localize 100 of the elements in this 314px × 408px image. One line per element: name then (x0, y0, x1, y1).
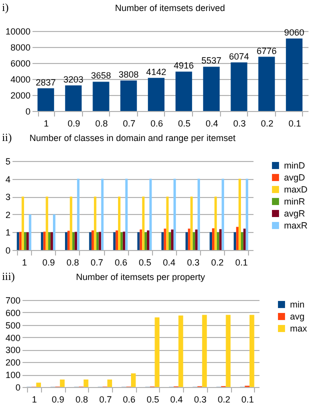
bar (195, 230, 198, 250)
bar (38, 88, 54, 111)
bar (216, 232, 220, 250)
bar (173, 178, 176, 250)
y-tick-label: 2 (5, 210, 10, 220)
x-tick-label: 0.8 (75, 394, 88, 404)
bar (188, 228, 190, 250)
legend-label: avg (290, 312, 305, 322)
data-label: 6074 (228, 51, 250, 62)
bar (113, 232, 116, 250)
y-tick-label: 0 (15, 382, 20, 392)
bar (101, 178, 104, 250)
bar (236, 226, 239, 250)
data-label: 4916 (174, 60, 194, 71)
x-tick-label: 0.7 (99, 394, 112, 404)
bar (52, 214, 56, 250)
y-tick-label: 4 (5, 174, 10, 184)
bar (154, 317, 160, 387)
bar (178, 316, 184, 387)
y-tick-label: 600 (5, 308, 20, 318)
y-tick-label: 100 (5, 370, 20, 380)
x-tick-label: 1 (32, 394, 37, 404)
bar (77, 178, 80, 250)
x-tick-label: 0.6 (122, 394, 136, 404)
x-tick-label: 0.4 (162, 258, 176, 268)
x-tick-label: 0.2 (218, 394, 230, 404)
bar (65, 85, 82, 111)
y-tick-label: 6000 (10, 58, 30, 68)
legend-label: maxD (284, 184, 308, 194)
text: iii) (2, 271, 15, 284)
bar (92, 82, 110, 111)
bar (26, 232, 29, 250)
y-tick-label: 200 (5, 358, 20, 368)
y-tick-label: 400 (5, 332, 20, 343)
x-tick-label: 0.5 (138, 258, 152, 268)
chart-title: Number of itemsets per property (76, 272, 206, 282)
bar (203, 66, 220, 111)
bar (148, 78, 164, 111)
bar (70, 196, 72, 250)
x-tick-label: 0.4 (206, 118, 218, 128)
bar (36, 382, 41, 387)
bar (258, 56, 275, 111)
y-tick-label: 300 (5, 345, 20, 356)
y-tick-label: 700 (5, 296, 20, 306)
bar (96, 232, 99, 250)
bar (94, 196, 96, 250)
bar (19, 232, 22, 250)
bar (146, 230, 150, 250)
bar (74, 232, 78, 250)
x-tick-label: 0.5 (178, 118, 191, 128)
data-label: 3203 (63, 74, 84, 84)
data-label: 5537 (201, 56, 222, 66)
bar (186, 232, 188, 250)
bar (118, 196, 120, 250)
bar (67, 230, 70, 250)
bar (222, 178, 224, 250)
bar (238, 178, 241, 250)
chart-title: Number of itemsets derived (114, 3, 226, 13)
x-tick-label: 0.9 (68, 118, 80, 128)
x-tick-label: 0.9 (42, 258, 55, 268)
bar (168, 232, 172, 250)
x-tick-label: 0.9 (52, 394, 64, 404)
bar (107, 380, 112, 387)
legend-label: avgD (284, 172, 306, 182)
bar (210, 232, 212, 250)
bar (142, 196, 145, 250)
bar (24, 232, 26, 250)
bar (226, 314, 231, 387)
bar (122, 232, 126, 250)
bar (40, 232, 44, 250)
y-tick-label: 1 (5, 228, 10, 238)
legend-label: min (290, 300, 305, 310)
bar (60, 380, 65, 387)
bar (286, 38, 302, 111)
x-tick-label: 1 (44, 118, 49, 128)
x-tick-label: 0.3 (194, 394, 207, 404)
data-label: 3658 (90, 70, 112, 81)
y-tick-label: 0 (5, 246, 10, 256)
x-tick-label: 0.5 (146, 394, 160, 404)
legend-label: avgR (284, 208, 306, 218)
x-tick-label: 0.3 (233, 118, 246, 128)
bar (243, 228, 246, 250)
y-tick-label: 5 (5, 156, 10, 166)
bar (240, 232, 244, 250)
bar (92, 230, 94, 250)
data-label: 2837 (36, 77, 56, 88)
x-tick-label: 0.1 (241, 394, 254, 404)
text: i) (2, 2, 9, 15)
legend-label: minD (284, 160, 306, 170)
data-label: 3808 (118, 70, 139, 80)
y-tick-label: 0 (25, 106, 30, 116)
y-tick-label: 3 (5, 192, 10, 202)
bar (144, 232, 147, 250)
bar (131, 373, 136, 387)
bar (50, 232, 53, 250)
legend-label: minR (284, 196, 306, 206)
data-label: 6776 (256, 46, 277, 56)
y-tick-label: 2000 (10, 90, 30, 100)
x-tick-label: 0.2 (211, 258, 224, 268)
bar (140, 230, 142, 250)
